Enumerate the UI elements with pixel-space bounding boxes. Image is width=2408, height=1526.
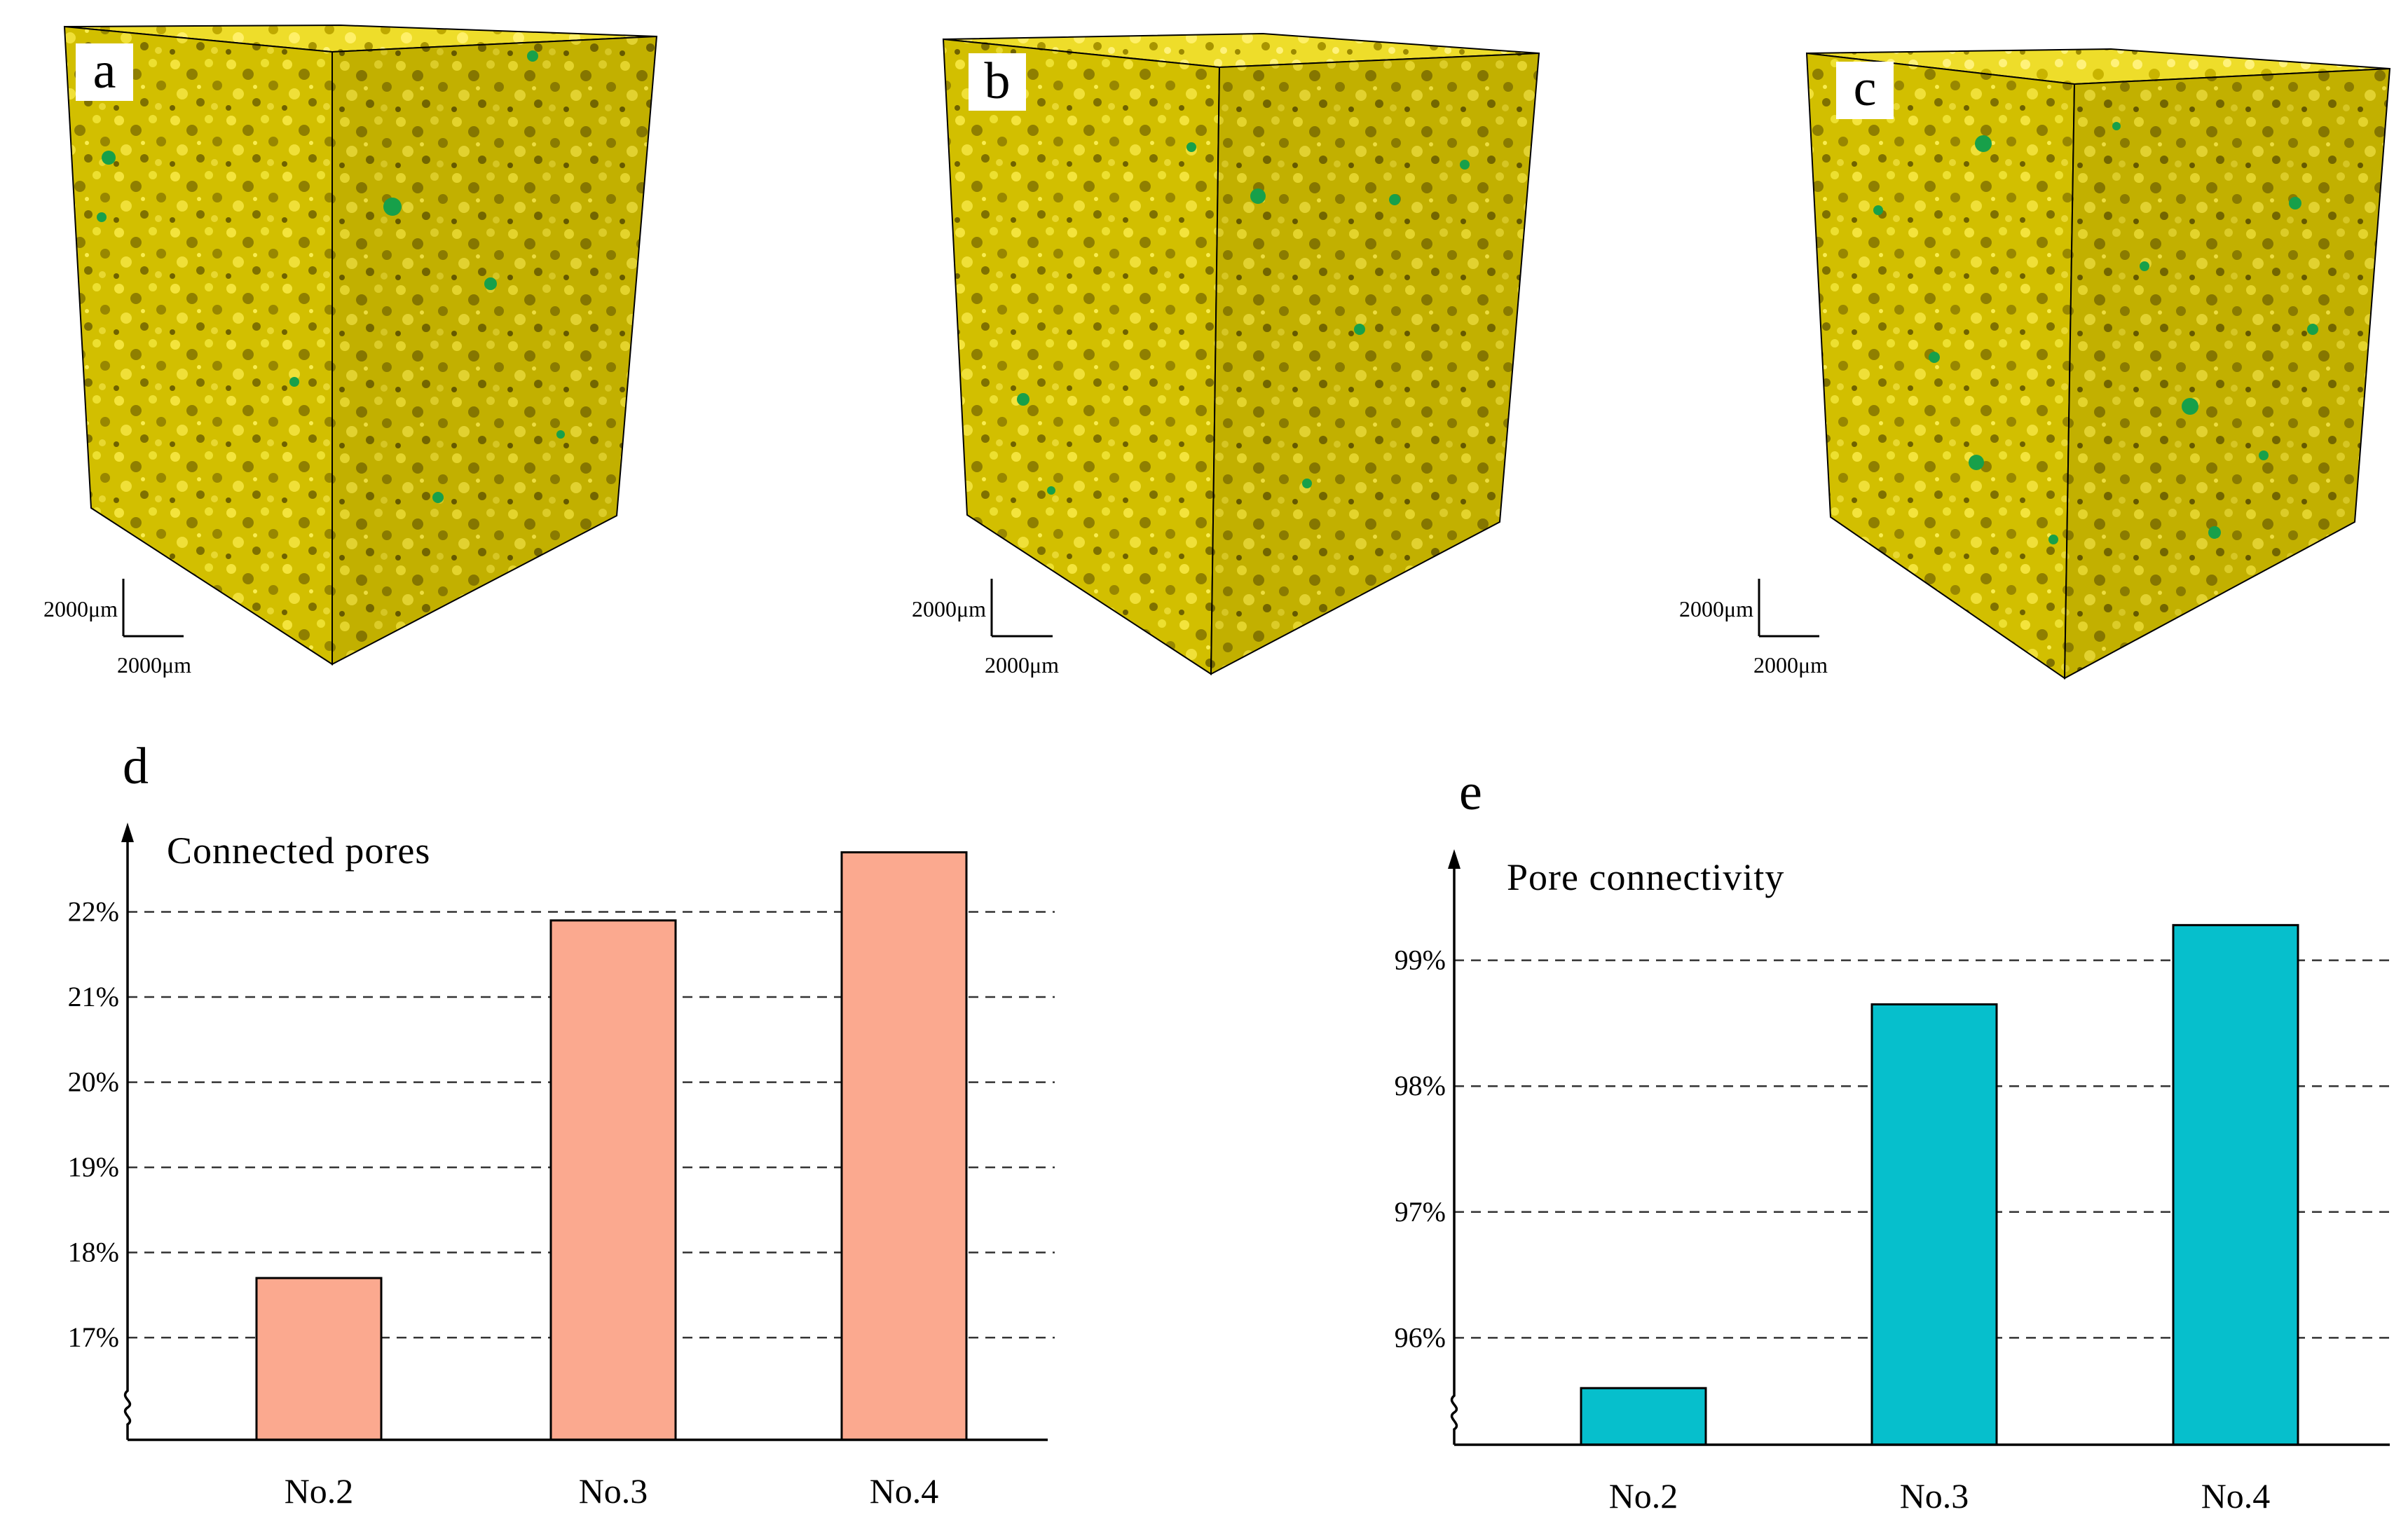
panel-letter: b: [985, 53, 1011, 110]
y-tick-label: 22%: [68, 896, 119, 928]
axes: [121, 823, 1048, 1441]
bars: [255, 851, 968, 1441]
pore-clusters: [1873, 122, 2318, 544]
y-tick-label: 18%: [68, 1237, 119, 1268]
bars: [1580, 923, 2299, 1446]
scale-label-horizontal: 2000μm: [985, 652, 1059, 678]
x-category-label: No.2: [285, 1471, 354, 1511]
volume-panel-b: b 2000μm 2000μm: [912, 32, 1540, 678]
x-category-label: No.3: [579, 1471, 648, 1511]
volume-panel-a: a 2000μm 2000μm: [43, 24, 658, 678]
y-tick-label: 98%: [1395, 1070, 1446, 1101]
bar-no2: [255, 1277, 383, 1441]
bar-no3: [1870, 1003, 1998, 1446]
cube-left-face: [63, 25, 333, 666]
x-category-label: No.3: [1900, 1476, 1969, 1515]
scale-label-vertical: 2000μm: [1679, 596, 1753, 621]
volume-panel-c: c 2000μm 2000μm: [1679, 48, 2391, 680]
x-category-label: No.4: [2201, 1476, 2271, 1515]
x-category-label: No.4: [870, 1471, 939, 1511]
panel-letter-box: [969, 53, 1026, 111]
y-axis-arrow-icon: [1448, 849, 1460, 869]
pore-clusters: [97, 50, 565, 503]
cube-right-face: [2063, 67, 2391, 680]
panel-letter-e: e: [1459, 764, 1482, 821]
x-category-label: No.2: [1609, 1476, 1678, 1515]
bar-no4: [840, 851, 968, 1441]
panel-letter: c: [1854, 60, 1877, 117]
y-tick-label: 20%: [68, 1066, 119, 1098]
panel-letter-box: [76, 43, 133, 101]
chart-title: Connected pores: [167, 830, 430, 872]
panel-letter: a: [93, 42, 116, 99]
x-category-labels: No.2 No.3 No.4: [285, 1471, 939, 1511]
cube-right-face: [331, 35, 658, 666]
y-tick-label: 96%: [1395, 1321, 1446, 1353]
cube-left-face: [942, 38, 1221, 675]
y-tick-label: 97%: [1395, 1196, 1446, 1228]
scale-label-horizontal: 2000μm: [1753, 652, 1828, 678]
cube-right-face: [1210, 52, 1540, 675]
chart-title: Pore connectivity: [1507, 856, 1784, 898]
y-tick-labels: 17% 18% 19% 20% 21% 22%: [68, 896, 119, 1354]
scale-label-vertical: 2000μm: [43, 596, 118, 621]
chart-pore-connectivity: e Pore connectivity 96%97%98%99% No.2 No.…: [1395, 764, 2390, 1515]
scale-bar: 2000μm 2000μm: [912, 579, 1059, 678]
y-tick-labels: 96% 97% 98% 99%: [1395, 944, 1446, 1354]
chart-connected-pores: d Connected pores 17% 18% 19% 20% 21% 22% No.…: [68, 738, 1055, 1511]
pore-clusters: [1017, 142, 1470, 495]
y-tick-label: 17%: [68, 1321, 119, 1353]
cube-left-face: [1805, 52, 2076, 680]
scale-bar: 2000μm 2000μm: [43, 579, 191, 678]
y-axis-with-break: [1450, 853, 1458, 1445]
y-tick-label: 19%: [68, 1151, 119, 1183]
y-tick-label: 99%: [1395, 944, 1446, 976]
scale-label-vertical: 2000μm: [912, 596, 986, 621]
bar-no3: [549, 919, 677, 1441]
panel-letter-box: [1836, 62, 1894, 119]
y-axis-with-break: [123, 827, 132, 1440]
bar-no4: [2172, 923, 2299, 1446]
scale-bar: 2000μm 2000μm: [1679, 579, 1828, 678]
panel-letter-d: d: [123, 738, 149, 795]
y-axis-arrow-icon: [121, 823, 134, 842]
y-tick-label: 21%: [68, 981, 119, 1012]
x-category-labels: No.2 No.3 No.4: [1609, 1476, 2271, 1515]
axes: [1448, 849, 2390, 1446]
scale-label-horizontal: 2000μm: [117, 652, 191, 678]
bar-no2: [1580, 1387, 1707, 1446]
